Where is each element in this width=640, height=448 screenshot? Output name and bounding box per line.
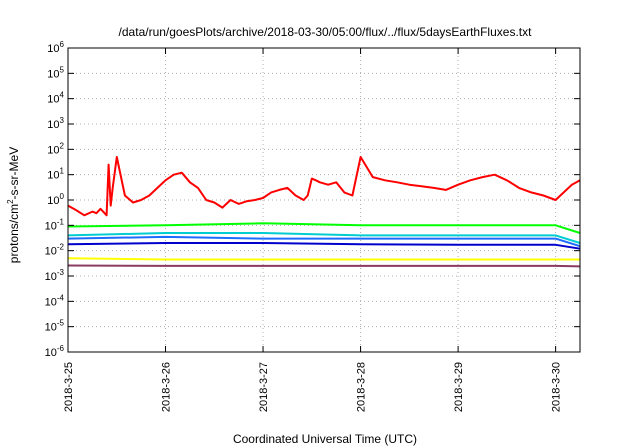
y-tick-label: 10-2: [45, 243, 65, 258]
y-axis-ticks: 106 105 104 103 102 101 100 10-1 10-2 10-3 10-4 10-…: [45, 40, 580, 359]
y-tick-label: 102: [47, 141, 64, 156]
y-tick-label: 10-1: [45, 217, 65, 232]
y-tick-label: 105: [47, 65, 64, 80]
y-tick-label: 104: [47, 91, 64, 106]
x-tick-label: 2018-3-30: [551, 362, 563, 412]
y-tick-label: 100: [47, 192, 64, 207]
y-tick-label: 10-5: [45, 319, 65, 334]
series-line-3: [67, 232, 581, 244]
x-tick-label: 2018-3-25: [63, 362, 75, 412]
y-axis-label-rest: -s-sr-MeV: [7, 147, 21, 200]
series-line-1: [67, 156, 581, 217]
y-axis-label-base: protons/cm: [7, 204, 21, 263]
y-tick-label: 10-3: [45, 268, 65, 283]
series-line-4: [67, 235, 581, 248]
series-line-5: [67, 242, 581, 250]
series-line-2: [67, 222, 581, 234]
y-axis-label-sup: 2: [6, 199, 15, 204]
series-line-7: [67, 264, 581, 268]
x-tick-label: 2018-3-26: [161, 362, 173, 412]
y-tick-label: 101: [47, 167, 64, 182]
x-axis-label: Coordinated Universal Time (UTC): [233, 432, 417, 446]
y-tick-label: 106: [47, 40, 64, 55]
x-axis-ticks: 2018-3-25 2018-3-26 2018-3-27 2018-3-28 2018…: [63, 48, 563, 412]
y-tick-label: 10-4: [45, 293, 65, 308]
y-axis-label: protons/cm2-s-sr-MeV: [6, 147, 21, 263]
x-tick-label: 2018-3-27: [258, 362, 270, 412]
chart-title: /data/run/goesPlots/archive/2018-03-30/0…: [119, 25, 533, 39]
grid-lines: [68, 48, 580, 352]
y-tick-label: 10-6: [45, 344, 65, 359]
y-tick-label: 103: [47, 116, 64, 131]
series-line-6: [67, 257, 580, 261]
series-lines: [67, 156, 581, 268]
x-tick-label: 2018-3-28: [356, 362, 368, 412]
x-tick-label: 2018-3-29: [453, 362, 465, 412]
